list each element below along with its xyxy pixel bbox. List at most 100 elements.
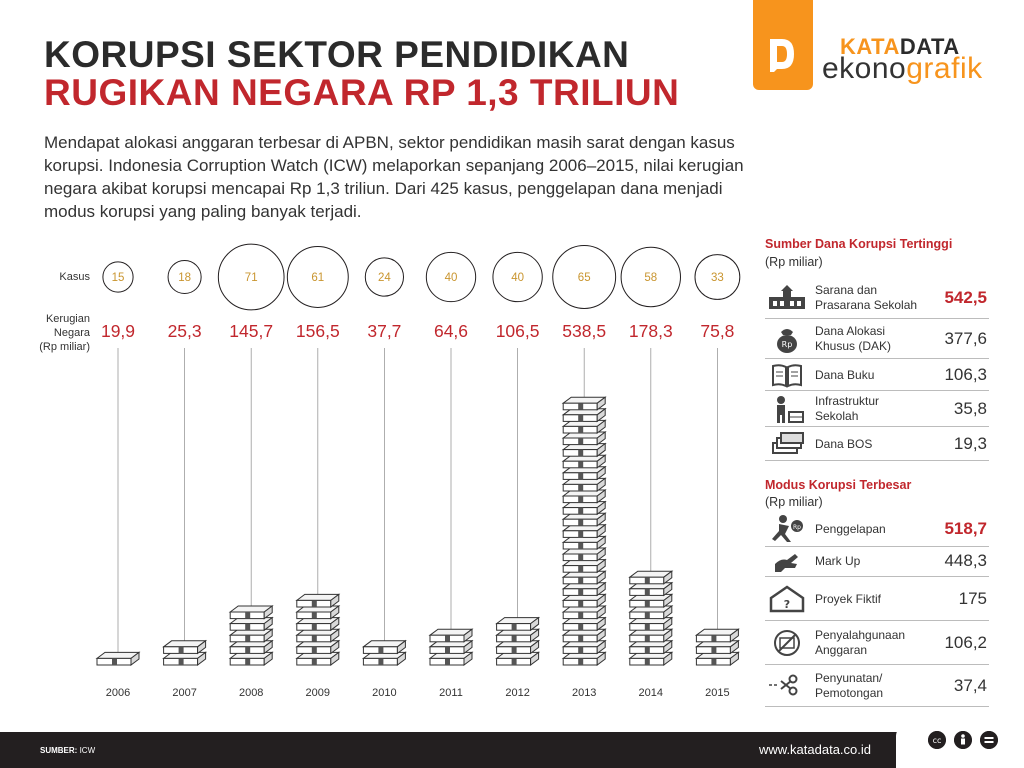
kasus-value: 33 [711,272,724,284]
panel-row-label-line1: Penyunatan/ [815,671,883,685]
school-building-icon [769,285,805,309]
kerugian-chart: 15 19,9 2006 18 25,3 2007 71 145,7 2008 61 156,5 20… [95,243,741,699]
money-bundle [561,454,607,469]
money-bundle [561,442,607,458]
money-bundle [428,628,474,643]
svg-text:Rp: Rp [793,524,801,531]
kasus-value: 71 [245,272,258,284]
brand-data: DATA [899,34,960,59]
money-bundle [561,628,607,643]
lead-paragraph: Mendapat alokasi anggaran terbesar di AP… [44,133,744,221]
kasus-value: 18 [178,272,191,284]
panel-row: Dana BOS 19,3 [765,428,989,461]
panel-row-label-line2: Anggaran [815,643,868,657]
panel-row: Rp Penggelapan 518,7 [765,512,989,547]
money-bundle [561,651,607,666]
money-bundle [228,639,274,655]
panel-row-label-line1: Mark Up [815,553,861,568]
katadata-logo [753,0,813,90]
source-value: ICW [79,746,96,755]
panel-row-label: Proyek Fiktif [815,592,881,607]
year-label: 2007 [172,687,196,699]
panel-row: Penyunatan/Pemotongan 37,4 [765,666,989,707]
kerugian-label-line2: Negara [53,327,90,339]
kasus-row-label: Kasus [59,271,90,283]
money-bundle [628,651,674,666]
money-bundle [361,651,407,666]
money-bundle [228,628,274,643]
money-bundle [694,639,740,655]
brand-kata: KATA [840,34,900,59]
kasus-circle [364,257,405,297]
panel-row-label-line1: Sarana dan [815,283,878,297]
kasus-circle [620,246,682,308]
money-bundle [561,500,607,516]
money-bundle [495,616,541,632]
money-bundle [295,593,341,608]
kerugian-value: 145,7 [229,321,273,341]
kerugian-label-line3: (Rp miliar) [39,341,90,353]
panel-row: Mark Up 448,3 [765,546,989,577]
money-bundle [694,651,740,666]
money-bundle [561,431,607,446]
kasus-circle [286,246,349,308]
money-bundle [561,512,607,527]
panel-row-label-line2: Prasarana Sekolah [815,298,918,312]
money-bundle [561,639,607,655]
money-bundle [162,651,208,666]
kerugian-value: 64,6 [434,321,468,341]
money-bundle [295,616,341,632]
money-bundle [561,396,607,411]
panel-row-label: Mark Up [815,554,860,569]
year-label: 2013 [572,687,596,699]
year-label: 2012 [505,687,529,699]
panel-row-label: Penyunatan/Pemotongan [815,671,883,701]
panel-row-label-line1: Dana Alokasi [815,324,886,338]
panel-row-value: 542,5 [944,288,987,307]
misuse-budget-icon [774,630,800,656]
kasus-value: 15 [112,272,125,284]
year-label: 2008 [239,687,263,699]
scissors-icon [769,674,798,696]
panel-row-value: 106,2 [944,633,987,652]
cc-icon: cc [928,731,946,749]
money-bundle [495,639,541,655]
kerugian-value: 156,5 [296,321,340,341]
brand-ekonografik: ekonografik [822,52,983,86]
year-label: 2010 [372,687,396,699]
panel-row-value: 35,8 [953,399,987,418]
kasus-circle [694,254,741,300]
kasus-value: 58 [644,272,657,284]
money-bundle [561,465,607,481]
panel-row-label-line2: Khusus (DAK) [815,339,892,353]
panel-row: Sarana dan Prasarana Sekolah 542,5 [765,278,989,319]
money-bundle [561,535,607,550]
year-label: 2014 [639,687,663,699]
kasus-value: 65 [578,272,591,284]
money-bundle [694,628,740,643]
panel-row-value: 106,3 [944,365,987,384]
panel-row-label: Penggelapan [815,522,886,537]
fake-house-icon: ? [769,585,805,613]
kasus-value: 40 [511,272,524,284]
money-bundle [561,593,607,608]
kasus-circle [492,251,543,303]
panel-row-value: 175 [958,589,987,608]
money-bundle [228,616,274,632]
panel-row: Rp Dana Alokasi Khusus (DAK) 377,6 [765,320,989,359]
money-bundle [295,605,341,620]
panel-row-label-line1: Dana Buku [815,367,875,382]
money-stack-icon [772,432,804,454]
kasus-value: 61 [311,272,324,284]
money-bundle [561,570,607,585]
panel-row-label: Infrastruktur Sekolah [815,394,879,424]
footer-url[interactable]: www.katadata.co.id [759,742,872,757]
money-bundle [628,639,674,655]
year-label: 2006 [106,687,130,699]
panel-row-value: 377,6 [944,329,987,348]
panel-row-label-line1: Proyek Fiktif [815,591,882,606]
kerugian-value: 37,7 [367,321,401,341]
book-icon [772,364,802,388]
kerugian-value: 538,5 [562,321,606,341]
year-label: 2009 [306,687,330,699]
